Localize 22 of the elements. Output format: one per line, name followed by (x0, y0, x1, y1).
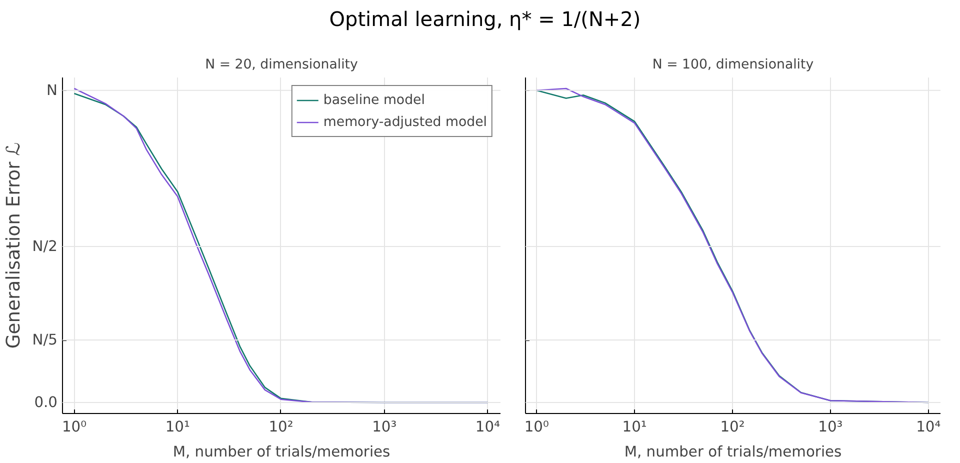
x-tick-label: 10² (268, 418, 294, 436)
x-axis-title: M, number of trials/memories (624, 444, 842, 460)
ref-line-label: N/2 (32, 238, 58, 255)
ref-line-label: 0.0 (34, 394, 58, 412)
text: Optimal learning, η* = 1/(N+2) (329, 6, 641, 33)
chart-title: N = 20, dimensionality (205, 58, 358, 72)
x-tick-label: 10¹ (165, 418, 190, 436)
x-tick-label: 10⁰ (524, 418, 550, 436)
x-tick-label: 10¹ (622, 418, 647, 436)
y-axis-title: Generalisation Error ℒ (3, 142, 24, 349)
x-tick-label: 10³ (372, 418, 397, 436)
legend-label: memory-adjusted model (323, 114, 487, 130)
x-axis-title: M, number of trials/memories (172, 444, 390, 460)
x-tick-label: 10⁰ (62, 418, 87, 436)
ref-line-label: N/5 (32, 332, 58, 349)
x-tick-label: 10² (720, 418, 745, 436)
x-tick-label: 10³ (818, 418, 843, 436)
legend-label: baseline model (323, 92, 425, 108)
chart-title: N = 100, dimensionality (652, 58, 814, 72)
x-tick-label: 10⁴ (475, 418, 500, 436)
ref-line-label: N (46, 82, 58, 99)
x-tick-label: 10⁴ (916, 418, 941, 436)
